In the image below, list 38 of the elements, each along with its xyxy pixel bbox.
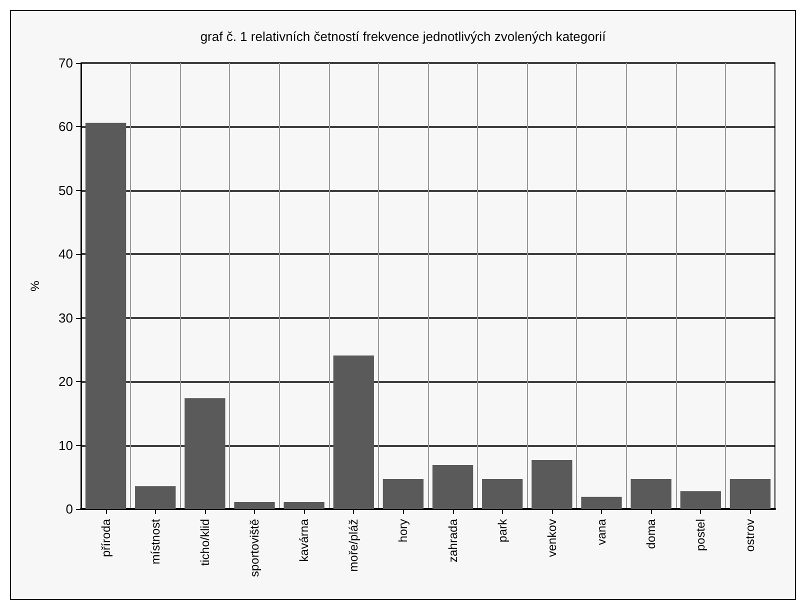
x-tick-label: venkov bbox=[544, 519, 559, 558]
bar bbox=[630, 479, 672, 509]
x-tick-label: kavárna bbox=[297, 518, 312, 562]
x-tick-label: postel bbox=[694, 519, 708, 552]
x-tick-label: moře/pláž bbox=[346, 519, 361, 572]
y-axis-title: % bbox=[28, 280, 42, 292]
x-tick-label: hory bbox=[396, 519, 410, 542]
bar bbox=[184, 398, 226, 509]
bar bbox=[333, 355, 374, 509]
x-tick-label: sportoviště bbox=[248, 518, 262, 578]
bar bbox=[135, 486, 176, 509]
bar bbox=[482, 479, 523, 509]
x-tick-label: ostrov bbox=[743, 519, 758, 552]
bar bbox=[85, 122, 126, 509]
y-tick-label: 60 bbox=[58, 119, 73, 134]
bar bbox=[581, 496, 622, 509]
x-tick-label: ticho/klid bbox=[198, 519, 212, 566]
bar bbox=[730, 479, 771, 509]
chart-title: graf č. 1 relativních četností frekvence jednotlivých zvolených kategorií bbox=[200, 29, 606, 44]
bar bbox=[382, 479, 424, 509]
bar bbox=[284, 502, 324, 509]
y-tick-label: 70 bbox=[58, 56, 73, 70]
x-tick-label: příroda bbox=[98, 518, 113, 558]
bar bbox=[234, 502, 275, 509]
y-tick-label: 10 bbox=[58, 438, 73, 453]
x-tick-label: park bbox=[495, 518, 510, 542]
y-tick-label: 40 bbox=[58, 246, 73, 262]
y-tick-label: 30 bbox=[58, 310, 73, 326]
bar bbox=[532, 460, 572, 509]
y-tick-label: 0 bbox=[66, 502, 73, 516]
y-tick-label: 20 bbox=[58, 374, 73, 390]
bar bbox=[432, 465, 474, 509]
y-tick-label: 50 bbox=[58, 182, 73, 198]
bar bbox=[680, 491, 721, 509]
x-tick-label: zahrada bbox=[446, 518, 460, 562]
x-tick-label: vana bbox=[594, 518, 608, 546]
x-tick-label: místnost bbox=[148, 518, 162, 564]
x-tick-label: doma bbox=[644, 518, 658, 550]
